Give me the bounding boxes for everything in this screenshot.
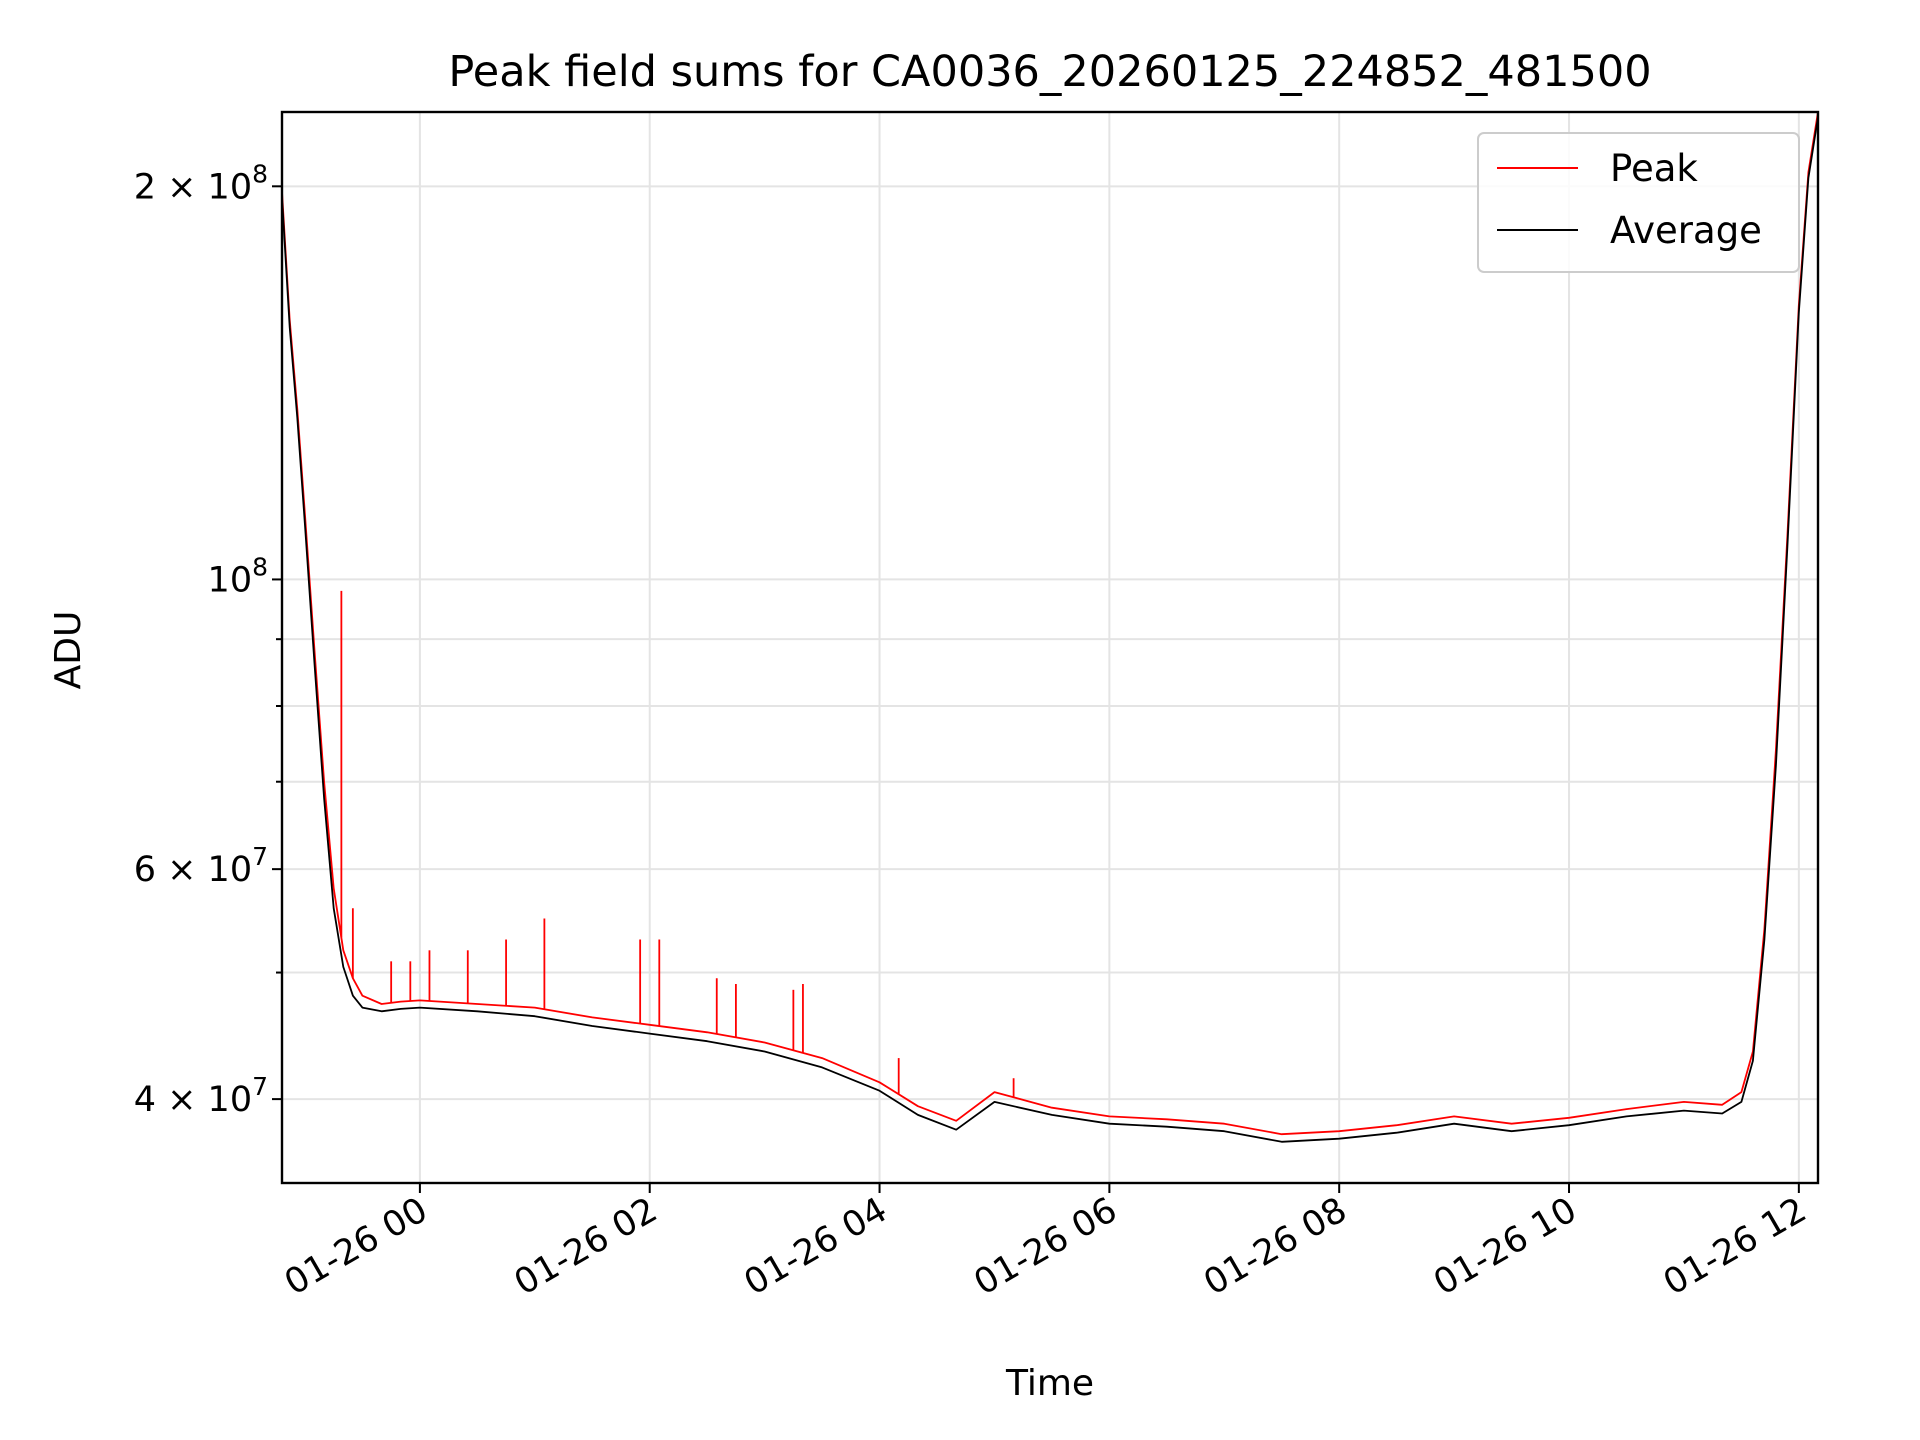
series-average-line [281,116,1819,1143]
tick-marks [272,185,1800,1193]
legend-average-label: Average [1610,209,1762,252]
legend: Peak Average [1477,132,1800,273]
y-axis-tick-labels: 4 × 107 6 × 107 108 2 × 108 [134,159,268,1120]
y-axis-label: ADU [48,611,89,690]
axes-frame [280,110,1820,1185]
grid [282,112,1818,1183]
legend-peak-label: Peak [1610,147,1698,190]
series-peak-line [281,111,1819,1136]
chart-title: Peak field sums for CA0036_20260125_2248… [448,47,1651,97]
y-tick-label: 2 × 108 [134,159,268,207]
plot-area [281,111,1819,1143]
x-axis-label: Time [1005,1363,1094,1404]
y-tick-label: 6 × 107 [134,842,268,890]
y-tick-label: 4 × 107 [134,1072,268,1120]
y-tick-label: 108 [208,552,268,600]
